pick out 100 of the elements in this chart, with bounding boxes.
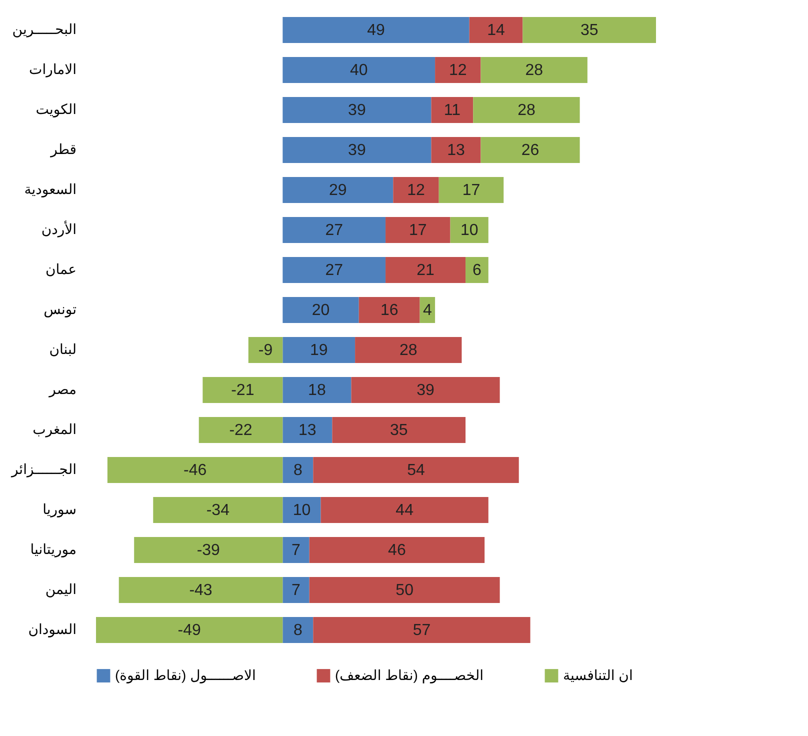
bar [386, 217, 450, 243]
bar [282, 537, 310, 563]
bar [431, 97, 474, 123]
bar [248, 337, 283, 363]
data-label: 39 [348, 102, 366, 119]
y-tick-label: سوريا [42, 501, 76, 518]
bar [282, 337, 356, 363]
bar [450, 217, 488, 243]
bar [309, 537, 485, 563]
data-label: 18 [308, 382, 326, 399]
bar [480, 57, 588, 83]
data-label: 13 [447, 142, 465, 159]
data-label: -39 [196, 542, 220, 559]
data-label: 35 [390, 422, 408, 439]
data-label: 10 [460, 222, 478, 239]
bar [118, 577, 283, 603]
data-label: 28 [518, 102, 536, 119]
data-label: 50 [396, 582, 414, 599]
bar [282, 457, 314, 483]
bar [282, 57, 436, 83]
data-label: 4 [422, 302, 432, 319]
bar [134, 537, 283, 563]
bar [332, 417, 466, 443]
bar [282, 617, 314, 643]
data-label: 17 [462, 182, 480, 199]
data-label: 8 [293, 622, 302, 639]
bar [469, 17, 523, 43]
y-tick-label: السعودية [24, 181, 76, 198]
y-tick-label: السودان [28, 621, 76, 638]
data-label: 49 [367, 22, 385, 39]
data-label: 13 [298, 422, 316, 439]
data-label: 44 [396, 502, 414, 519]
bar [393, 177, 439, 203]
data-label: 14 [487, 22, 505, 39]
data-label: -21 [231, 382, 254, 399]
bar [198, 417, 283, 443]
y-tick-label: البحـــــرين [12, 21, 76, 38]
bar [202, 377, 283, 403]
bar [282, 97, 432, 123]
bar [313, 457, 519, 483]
data-label: 57 [412, 622, 431, 639]
y-tick-label: الجــــــزائر [10, 461, 76, 478]
bar [107, 457, 283, 483]
data-label: -9 [258, 342, 273, 359]
data-label: -34 [206, 502, 230, 519]
y-tick-label: عمان [46, 261, 76, 277]
data-label: 6 [472, 262, 482, 279]
bar [522, 17, 656, 43]
bar [282, 137, 432, 163]
bar [282, 217, 386, 243]
data-label: 8 [293, 462, 302, 479]
data-label: 46 [388, 542, 406, 559]
bar [282, 17, 470, 43]
data-label: 26 [521, 142, 540, 159]
data-label: 39 [348, 142, 366, 159]
data-label: -46 [183, 462, 207, 479]
data-label: 17 [409, 222, 427, 239]
data-label: 40 [350, 62, 368, 79]
legend-label: الاصــــــول (نقاط القوة) [115, 666, 256, 684]
bar [309, 577, 500, 603]
data-label: 21 [416, 262, 435, 279]
data-label: 11 [444, 102, 461, 119]
data-label: -43 [189, 582, 212, 599]
bar [358, 297, 420, 323]
y-tick-label: موريتانيا [30, 541, 76, 558]
data-label: 10 [292, 502, 311, 519]
bar [282, 257, 386, 283]
bar [351, 377, 500, 403]
data-label: 54 [407, 462, 425, 479]
data-label: 29 [329, 182, 347, 199]
data-label: 19 [310, 342, 328, 359]
y-tick-label: اليمن [45, 581, 76, 598]
data-label: 35 [580, 22, 598, 39]
y-tick-label: قطر [50, 141, 76, 158]
bar [282, 577, 310, 603]
y-tick-label: لبنان [49, 341, 76, 357]
y-tick-label: تونس [44, 301, 77, 318]
bar [153, 497, 283, 523]
y-tick-label: الكويت [36, 101, 76, 118]
y-tick-label: مصر [48, 381, 76, 398]
y-tick-label: الأردن [41, 220, 76, 238]
bar [320, 497, 488, 523]
bar [435, 57, 481, 83]
bar [438, 177, 504, 203]
bar [466, 257, 488, 283]
data-label: 20 [312, 302, 330, 319]
data-label: 27 [325, 222, 344, 239]
bar [313, 617, 530, 643]
y-tick-label: الامارات [29, 61, 76, 78]
legend-label: الخصــــوم (نقاط الضعف) [335, 666, 484, 684]
data-label: 16 [380, 302, 398, 319]
bar [480, 137, 580, 163]
bar [386, 257, 466, 283]
data-label: 28 [525, 62, 544, 79]
data-label: 12 [449, 62, 467, 79]
data-label: 7 [292, 542, 301, 559]
bar [96, 617, 283, 643]
bar [431, 137, 481, 163]
bar [282, 297, 359, 323]
legend-label: ان التنافسية [563, 666, 633, 683]
